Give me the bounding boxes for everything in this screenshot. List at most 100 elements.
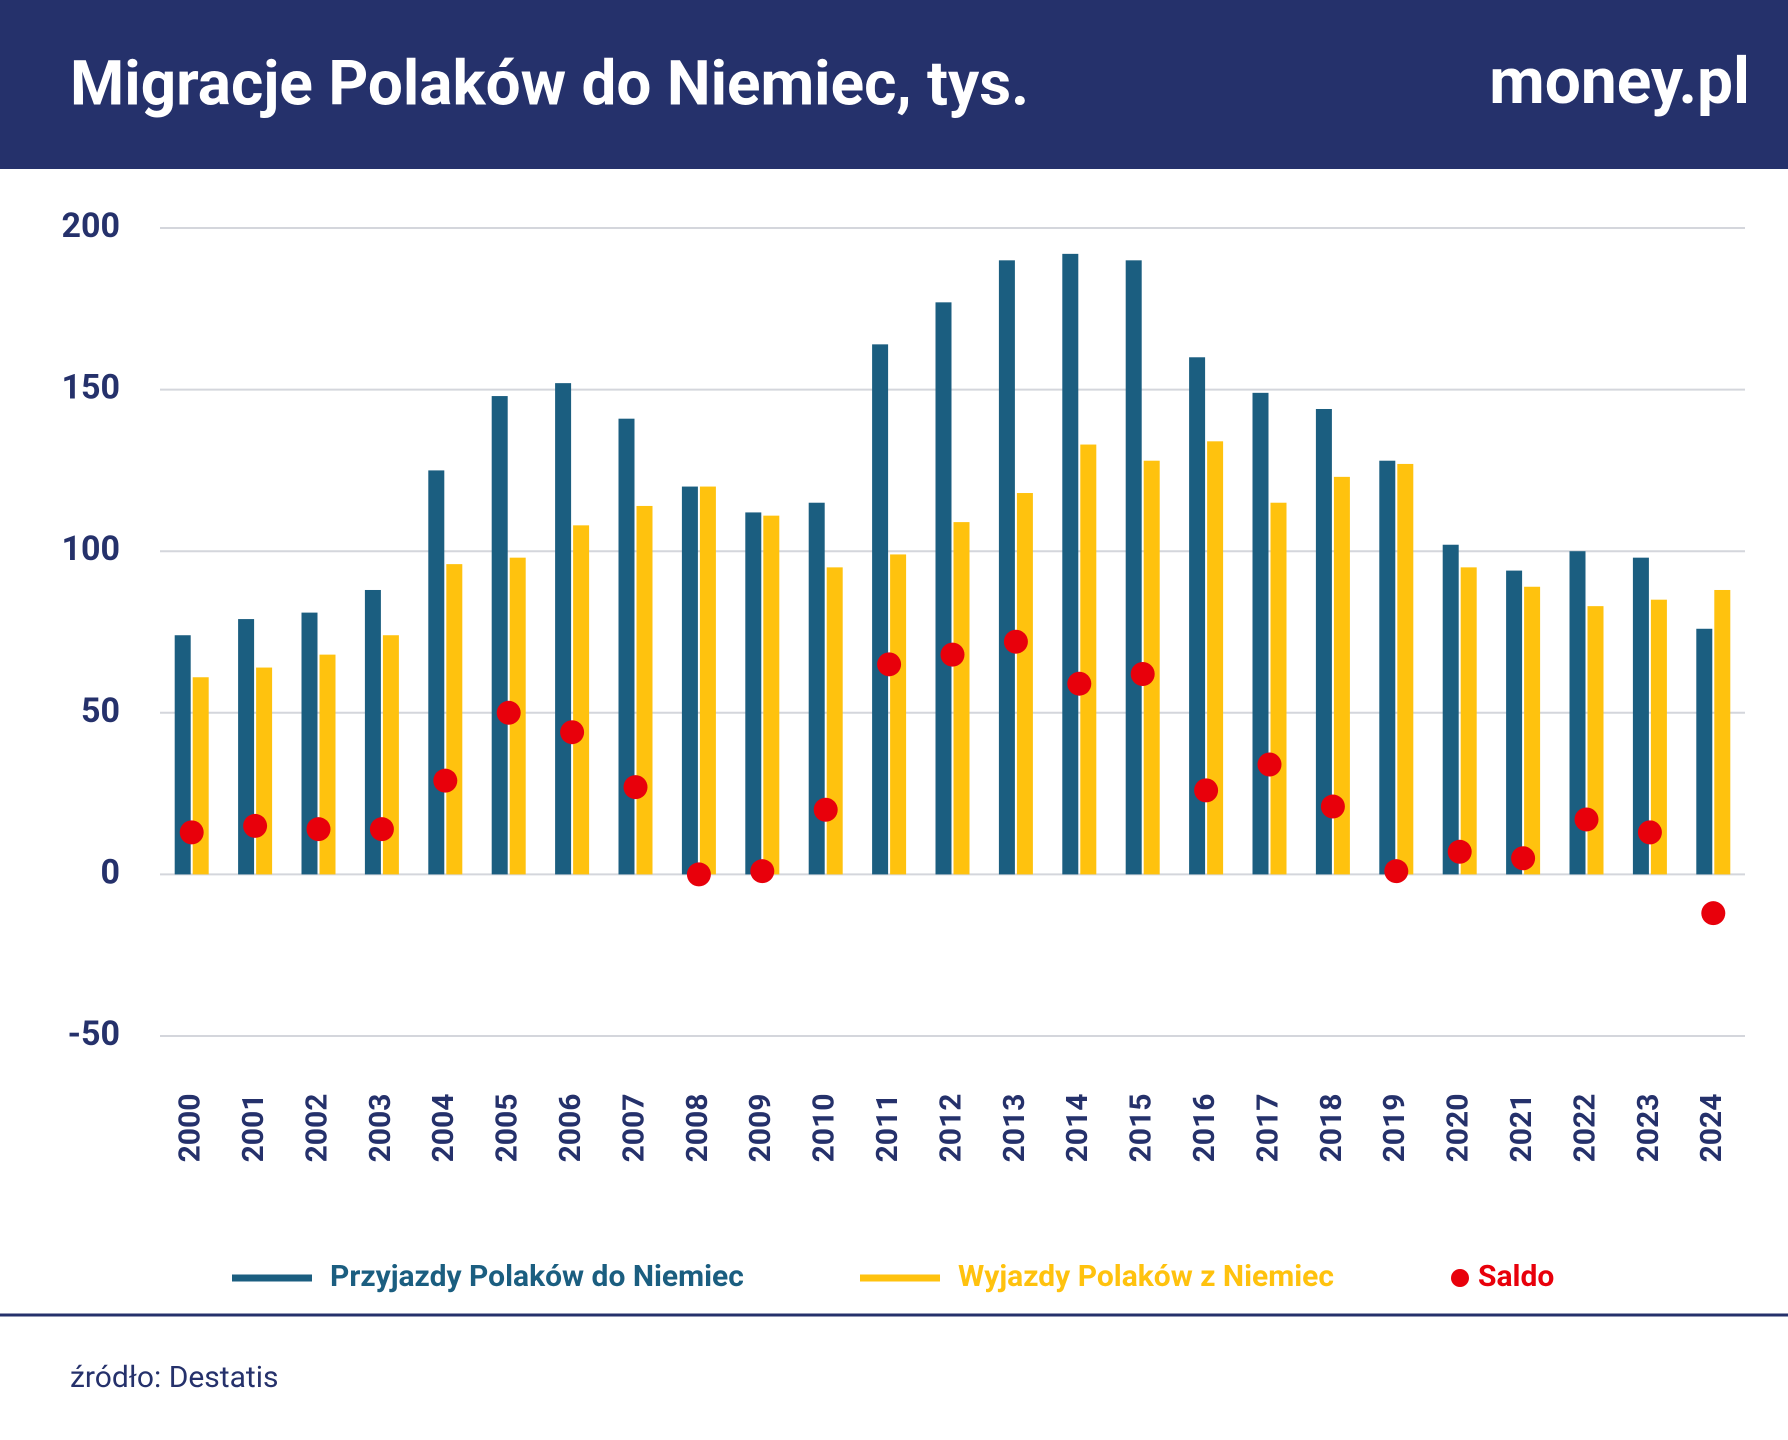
x-tick-label: 2001	[236, 1094, 271, 1163]
saldo-dot	[686, 862, 711, 887]
bar	[890, 554, 907, 875]
bar	[763, 515, 780, 875]
x-tick-label: 2016	[1187, 1094, 1222, 1163]
bar	[1442, 544, 1459, 875]
y-tick-label: -50	[68, 1014, 120, 1054]
header-bar	[0, 0, 1788, 169]
bar	[1632, 557, 1649, 875]
bar	[953, 522, 970, 875]
x-tick-label: 2011	[870, 1094, 905, 1163]
bar	[256, 667, 273, 875]
x-tick-label: 2002	[299, 1094, 334, 1163]
bar	[238, 619, 255, 875]
saldo-dot	[179, 820, 204, 845]
saldo-dot	[1067, 671, 1092, 696]
saldo-dot	[433, 768, 458, 793]
bar	[1252, 392, 1269, 875]
saldo-dot	[306, 817, 331, 842]
x-tick-label: 2021	[1504, 1094, 1539, 1163]
legend-label: Wyjazdy Polaków z Niemiec	[958, 1259, 1334, 1294]
y-tick-label: 150	[61, 368, 120, 408]
bar	[745, 512, 762, 875]
bar	[636, 505, 653, 875]
bar	[1524, 586, 1541, 875]
bar	[935, 302, 952, 875]
bar	[1062, 253, 1079, 875]
saldo-dot	[1384, 859, 1409, 884]
saldo-dot	[877, 652, 902, 677]
bar	[1333, 476, 1350, 875]
saldo-dot	[940, 642, 965, 667]
x-tick-label: 2018	[1314, 1094, 1349, 1163]
x-tick-label: 2007	[616, 1094, 651, 1163]
bar	[1650, 599, 1667, 875]
bar	[681, 486, 698, 875]
x-tick-label: 2009	[743, 1094, 778, 1163]
bar	[301, 612, 318, 875]
x-tick-label: 2003	[363, 1094, 398, 1163]
legend-label: Saldo	[1478, 1259, 1554, 1294]
bar	[998, 260, 1015, 875]
bar	[1125, 260, 1142, 875]
bar	[1080, 444, 1097, 875]
source: źródło: Destatis	[70, 1360, 279, 1395]
x-tick-label: 2023	[1631, 1094, 1666, 1163]
saldo-dot	[1130, 662, 1155, 687]
legend-swatch	[1451, 1269, 1469, 1287]
saldo-dot	[1637, 820, 1662, 845]
bar	[446, 564, 463, 875]
x-tick-label: 2019	[1377, 1094, 1412, 1163]
y-tick-label: 0	[100, 852, 120, 892]
bar	[1696, 628, 1713, 875]
bar	[1587, 606, 1604, 875]
saldo-dot	[560, 720, 585, 745]
x-tick-label: 2008	[680, 1094, 715, 1163]
bar	[1569, 551, 1586, 875]
saldo-dot	[750, 859, 775, 884]
x-tick-label: 2000	[173, 1094, 208, 1163]
bar	[1207, 441, 1224, 875]
saldo-dot	[1003, 629, 1028, 654]
x-tick-label: 2004	[426, 1094, 461, 1163]
bar	[1714, 589, 1731, 875]
saldo-dot	[1701, 901, 1726, 926]
x-tick-label: 2015	[1124, 1094, 1159, 1163]
bar	[872, 344, 889, 875]
bar	[382, 635, 399, 875]
bar	[808, 502, 825, 875]
saldo-dot	[1257, 752, 1282, 777]
x-tick-label: 2005	[490, 1094, 525, 1163]
saldo-dot	[1447, 839, 1472, 864]
saldo-dot	[1194, 778, 1219, 803]
saldo-dot	[623, 775, 648, 800]
bar	[573, 525, 590, 875]
bar	[174, 635, 191, 875]
x-tick-label: 2020	[1441, 1094, 1476, 1163]
saldo-dot	[1320, 794, 1345, 819]
x-tick-label: 2024	[1694, 1094, 1729, 1163]
bar	[555, 383, 572, 875]
y-tick-label: 100	[61, 529, 120, 569]
bar	[1270, 502, 1287, 875]
bar	[319, 654, 336, 875]
saldo-dot	[1574, 807, 1599, 832]
bar	[1397, 463, 1414, 875]
x-tick-label: 2022	[1567, 1094, 1602, 1163]
bar	[428, 470, 445, 875]
bar	[192, 677, 209, 875]
saldo-dot	[369, 817, 394, 842]
bar	[1506, 570, 1523, 875]
legend-label: Przyjazdy Polaków do Niemiec	[330, 1259, 744, 1294]
bar	[826, 567, 843, 875]
bar	[1189, 357, 1206, 875]
bar	[699, 486, 716, 875]
y-tick-label: 50	[81, 691, 120, 731]
chart-title: Migracje Polaków do Niemiec, tys.	[70, 47, 1029, 120]
x-tick-label: 2006	[553, 1094, 588, 1163]
bar	[364, 589, 381, 875]
bar	[1460, 567, 1477, 875]
x-tick-label: 2017	[1250, 1094, 1285, 1163]
x-tick-label: 2012	[933, 1094, 968, 1163]
saldo-dot	[243, 813, 268, 838]
